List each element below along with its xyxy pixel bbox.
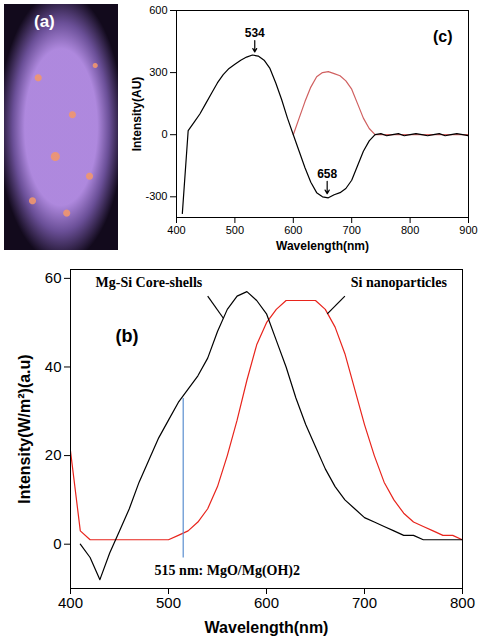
- svg-text:700: 700: [352, 594, 377, 611]
- svg-text:Si nanoparticles: Si nanoparticles: [351, 275, 448, 290]
- svg-text:60: 60: [45, 269, 62, 286]
- svg-text:700: 700: [343, 224, 361, 236]
- svg-text:500: 500: [226, 224, 244, 236]
- svg-text:20: 20: [45, 446, 62, 463]
- svg-text:600: 600: [284, 224, 302, 236]
- svg-text:515 nm: MgO/Mg(OH)2: 515 nm: MgO/Mg(OH)2: [155, 563, 300, 579]
- svg-text:800: 800: [401, 224, 419, 236]
- svg-text:Intensity(W/m²)(a.u): Intensity(W/m²)(a.u): [16, 354, 33, 503]
- svg-text:(c): (c): [433, 28, 453, 45]
- svg-text:534: 534: [245, 26, 265, 40]
- svg-text:Intensity(AU): Intensity(AU): [130, 77, 144, 152]
- svg-text:Wavelength(nm): Wavelength(nm): [205, 619, 329, 636]
- svg-text:0: 0: [53, 535, 61, 552]
- svg-text:300: 300: [149, 66, 167, 78]
- svg-text:(b): (b): [116, 326, 139, 346]
- svg-text:40: 40: [45, 358, 62, 375]
- svg-text:658: 658: [317, 167, 337, 181]
- svg-text:400: 400: [58, 594, 83, 611]
- svg-text:Mg-Si Core-shells: Mg-Si Core-shells: [96, 275, 203, 290]
- svg-text:600: 600: [149, 4, 167, 16]
- svg-text:500: 500: [156, 594, 181, 611]
- svg-text:600: 600: [254, 594, 279, 611]
- svg-text:400: 400: [167, 224, 185, 236]
- svg-text:0: 0: [161, 128, 167, 140]
- svg-text:Wavelength(nm): Wavelength(nm): [276, 239, 369, 253]
- svg-text:900: 900: [459, 224, 477, 236]
- html-text:(a): (a): [34, 12, 55, 31]
- svg-text:-300: -300: [145, 190, 167, 202]
- svg-text:800: 800: [450, 594, 475, 611]
